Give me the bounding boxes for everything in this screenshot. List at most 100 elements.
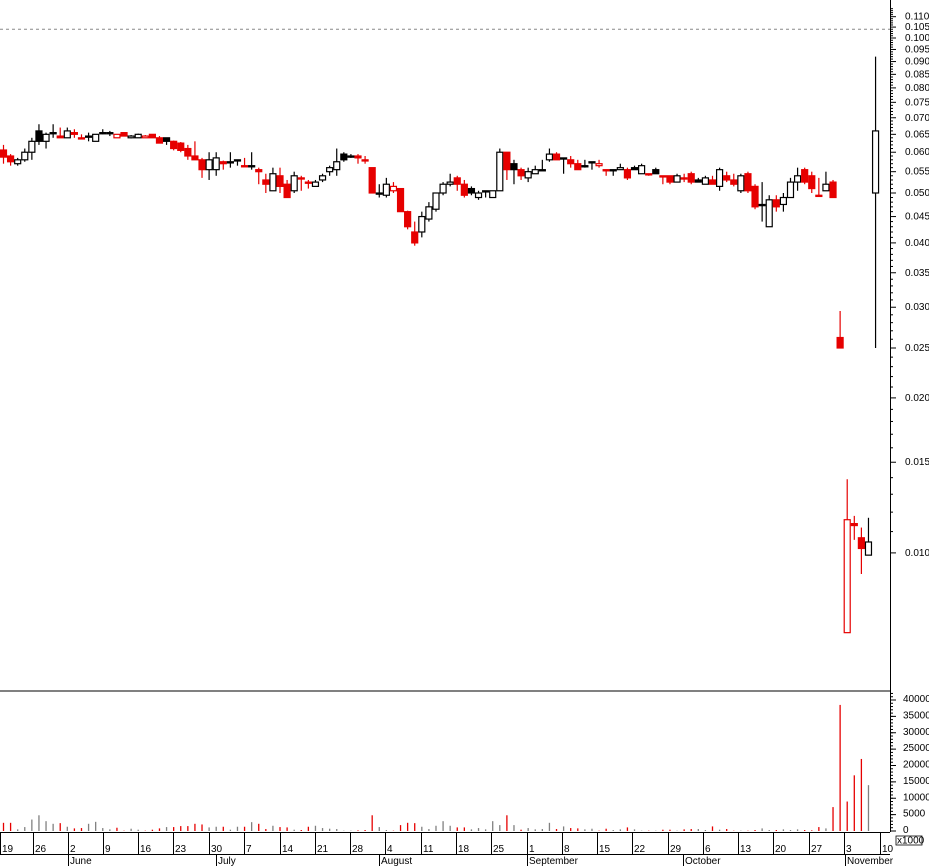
candle-body [673,175,681,183]
candle [63,127,71,139]
candle [212,152,220,176]
candle [808,171,816,193]
candle [205,152,213,180]
week-label: 25 [493,844,505,855]
candle [77,134,86,140]
candle [162,137,171,145]
candle-body [496,151,504,192]
candle [106,130,114,137]
candle-body [864,541,873,556]
candle-body [581,165,589,168]
price-tick-label: 0.065 [905,129,929,140]
candle-body [545,153,554,161]
volume-tick-label: 20000 [903,760,929,771]
candle-body [212,157,220,171]
price-tick-label: 0.080 [905,83,929,94]
candle-body [389,185,398,192]
volume-tick-label: 10000 [903,792,929,803]
candle [382,177,390,198]
candle-body [177,142,185,151]
candle-body [815,194,823,198]
week-label: 13 [740,844,752,855]
candle-body [567,159,575,165]
week-label: 26 [35,844,47,855]
candle-body [162,137,171,142]
candle [0,144,8,164]
candle [503,151,511,180]
price-tick-label: 0.085 [905,69,929,80]
candle-body [801,169,809,183]
week-label: 10 [882,844,894,855]
candle [262,173,270,193]
volume-tick-label: 5000 [903,809,926,820]
candle [687,171,695,185]
week-label: 30 [211,844,223,855]
candle [694,177,702,183]
candle-body [318,175,327,181]
candle-body [793,175,802,183]
candle-body [106,132,114,135]
volume-tick-label: 15000 [903,776,929,787]
candle [744,171,752,193]
week-label: 3 [846,844,852,855]
candle [758,182,766,222]
candle [21,148,29,162]
candle-body [283,183,291,199]
candle-body [276,175,284,187]
price-tick-label: 0.075 [905,97,929,108]
price-tick-label: 0.105 [905,22,929,33]
price-tick-label: 0.070 [905,113,929,124]
price-tick-label: 0.020 [905,393,929,404]
candle [482,190,490,198]
candle-body [255,169,263,173]
candle-body [0,149,8,158]
candle-body [404,211,412,228]
month-label: August [381,856,412,866]
candle-body [155,137,164,144]
price-tick-label: 0.045 [905,212,929,223]
month-label: September [529,856,579,866]
candle [290,171,298,193]
candle [737,173,745,193]
candle-body [850,522,858,527]
volume-tick-label: 30000 [903,727,929,738]
candle-body [411,231,419,244]
candle [560,157,568,174]
candle [248,152,256,170]
candle [652,167,660,175]
candle [715,167,724,191]
candle-body [63,130,71,139]
candle-body [418,215,426,233]
candle-body [758,203,766,207]
candle-body [489,190,497,199]
candle-body [609,169,617,172]
candle [198,157,206,178]
candle [659,175,667,185]
candle [368,167,376,194]
candle-body [829,181,837,199]
candle-body [70,132,79,135]
candle-body [574,163,582,171]
candle [857,527,865,574]
candle-body [708,179,717,185]
candle [786,177,795,199]
candle [134,133,142,139]
candle [843,479,851,634]
candle [404,210,412,230]
candle-body [396,187,405,213]
candle-body [375,192,383,195]
candle-body [141,135,149,139]
candle-body [198,159,206,171]
week-label: 20 [775,844,787,855]
week-label: 8 [564,844,570,855]
candle [255,167,263,185]
candle [496,148,504,192]
candle [630,165,639,171]
candle-body [652,169,660,175]
volume-tick-label: 25000 [903,743,929,754]
candle-body [248,165,256,168]
candle-body [701,177,710,185]
candle-body [723,175,731,181]
